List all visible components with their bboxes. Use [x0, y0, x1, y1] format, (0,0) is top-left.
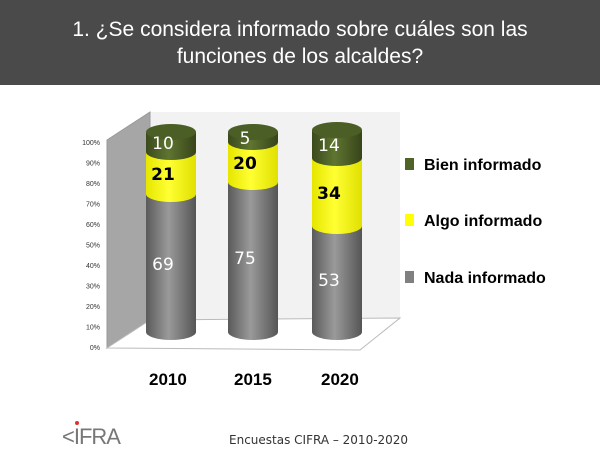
bar-segment-bien-informado — [312, 122, 362, 166]
data-label: 5 — [240, 129, 251, 149]
legend-label: Bien informado — [424, 157, 542, 174]
y-tick-label: 0% — [90, 345, 100, 352]
x-tick-label: 2010 — [149, 370, 187, 389]
y-tick-label: 100% — [82, 140, 100, 147]
data-label: 34 — [317, 184, 341, 204]
data-label: 14 — [318, 136, 340, 156]
legend-swatch — [405, 158, 414, 170]
bar-segment-algo-informado — [312, 158, 362, 234]
y-tick-label: 50% — [86, 243, 100, 250]
cifra-logo: <IFRA — [62, 421, 121, 450]
y-tick-label: 70% — [86, 202, 100, 209]
bar-segment-bien-informado — [228, 124, 278, 150]
legend-label: Algo informado — [424, 213, 542, 230]
y-tick-label: 90% — [86, 161, 100, 168]
data-label: 21 — [151, 165, 175, 185]
data-label: 53 — [318, 271, 340, 291]
data-label: 69 — [152, 255, 174, 275]
title-text: 1. ¿Se considera informado sobre cuáles … — [72, 17, 528, 68]
legend-swatch — [405, 214, 414, 226]
x-tick-label: 2020 — [321, 370, 359, 389]
y-tick-label: 40% — [86, 263, 100, 270]
data-label: 75 — [234, 249, 256, 269]
y-tick-label: 10% — [86, 325, 100, 332]
data-label: 10 — [152, 134, 174, 154]
y-tick-label: 80% — [86, 181, 100, 188]
bar-segment-nada-informado — [228, 182, 278, 340]
legend-label: Nada informado — [424, 270, 546, 287]
chart-title: 1. ¿Se considera informado sobre cuáles … — [0, 0, 600, 85]
footer-text: Encuestas CIFRA – 2010-2020 — [229, 433, 409, 447]
side-wall — [106, 111, 151, 349]
y-tick-label: 20% — [86, 304, 100, 311]
bar-segment-nada-informado — [312, 226, 362, 340]
y-tick-label: 30% — [86, 284, 100, 291]
legend-swatch — [405, 271, 414, 283]
bar-segment-nada-informado — [146, 194, 196, 340]
x-tick-label: 2015 — [234, 370, 272, 389]
bar-segment-bien-informado — [146, 124, 196, 160]
y-tick-label: 60% — [86, 222, 100, 229]
data-label: 20 — [233, 154, 257, 174]
